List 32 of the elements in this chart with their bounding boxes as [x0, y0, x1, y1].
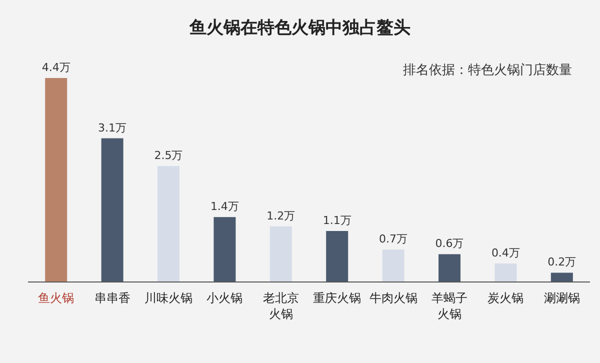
x-tick-label: 串串香: [94, 291, 130, 305]
bar: [270, 226, 292, 282]
x-tick-label: 重庆火锅: [313, 291, 362, 305]
data-label: 0.4万: [491, 246, 520, 260]
x-tick-label: 川味火锅: [144, 291, 192, 305]
x-tick-label: 鱼火锅: [38, 291, 74, 305]
bar: [438, 254, 460, 282]
bar: [214, 217, 236, 282]
x-tick-label: 炭火锅: [488, 291, 524, 305]
data-label: 1.2万: [266, 209, 296, 222]
x-tick-label: 牛肉火锅: [369, 291, 418, 305]
annotation: 排名依据：特色火锅门店数量: [403, 62, 572, 78]
bar: [101, 138, 124, 282]
data-label: 1.4万: [210, 200, 239, 214]
bar: [158, 166, 180, 282]
x-tick-label: 小火锅: [206, 291, 243, 305]
data-label: 0.7万: [379, 232, 408, 246]
bar: [494, 263, 517, 282]
data-label: 1.1万: [322, 214, 352, 227]
data-label: 2.5万: [154, 149, 183, 162]
x-tick-label: 涮涮锅: [544, 291, 580, 305]
data-label: 4.4万: [42, 61, 70, 74]
bar: [326, 231, 348, 282]
data-label: 0.2万: [548, 256, 576, 269]
bar: [45, 78, 68, 282]
x-tick-label: 羊蝎子火锅: [432, 291, 468, 321]
bar: [550, 272, 573, 282]
bar: [382, 250, 404, 282]
data-label: 3.1万: [98, 121, 127, 134]
chart-title: 鱼火锅在特色火锅中独占鳌头: [188, 18, 410, 38]
data-label: 0.6万: [435, 237, 464, 250]
x-tick-label: 老北京火锅: [262, 291, 299, 321]
